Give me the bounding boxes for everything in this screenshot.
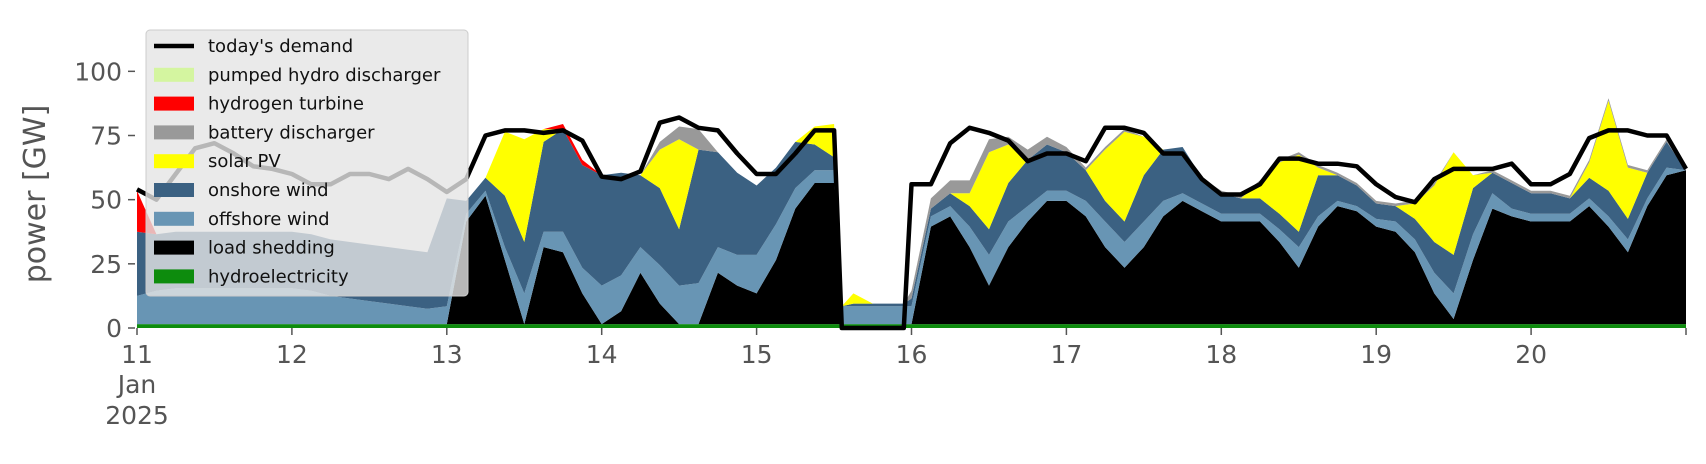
x-tick-label: 14 (586, 340, 618, 369)
x-tick-label: 18 (1205, 340, 1237, 369)
legend-swatch (154, 154, 194, 169)
legend-label: solar PV (208, 151, 281, 172)
legend-label: battery discharger (208, 122, 375, 143)
x-tick-label: 20 (1515, 340, 1547, 369)
legend-label: hydroelectricity (208, 266, 349, 287)
plot-series-group (137, 98, 1686, 328)
legend-swatch (154, 183, 194, 197)
x-tick-label: 12 (276, 340, 308, 369)
area-series-hydroelectricity (137, 324, 1686, 328)
legend-swatch (154, 96, 194, 111)
legend-swatch (154, 269, 194, 284)
x-tick-label: 11 (121, 340, 153, 369)
x-tick-sublabel: 2025 (105, 401, 169, 430)
legend-swatch (154, 67, 194, 82)
legend-label: load shedding (208, 238, 335, 259)
x-tick-label: 16 (896, 340, 928, 369)
y-tick-label: 75 (90, 122, 122, 151)
x-tick-label: 13 (431, 340, 463, 369)
legend-swatch (154, 125, 194, 140)
x-tick-label: 15 (741, 340, 773, 369)
x-tick-sublabel: Jan (116, 370, 157, 399)
legend: today's demand pumped hydro discharger hyd… (145, 29, 469, 297)
area-series-solar-pv (137, 100, 1686, 307)
y-tick-label: 50 (90, 186, 122, 215)
y-tick-label: 0 (106, 314, 122, 343)
area-series-load-shedding (137, 170, 1686, 325)
legend-box (145, 29, 469, 297)
area-series-onshore-wind (137, 129, 1686, 309)
x-tick-label: 19 (1360, 340, 1392, 369)
legend-label: hydrogen turbine (208, 94, 364, 115)
y-tick-label: 100 (74, 57, 122, 86)
area-series-battery-discharger (137, 98, 1686, 307)
x-tick-label: 17 (1050, 340, 1082, 369)
legend-label: today's demand (208, 36, 353, 57)
y-axis-title: power [GW] (18, 105, 53, 284)
legend-label: offshore wind (208, 209, 330, 230)
y-axis: 0 25 50 75 100 (74, 57, 135, 343)
y-tick-label: 25 (90, 250, 122, 279)
legend-swatch (154, 211, 194, 226)
legend-swatch (154, 240, 194, 255)
area-series-offshore-wind (137, 167, 1686, 325)
legend-label: onshore wind (208, 180, 329, 201)
legend-label: pumped hydro discharger (208, 65, 441, 86)
